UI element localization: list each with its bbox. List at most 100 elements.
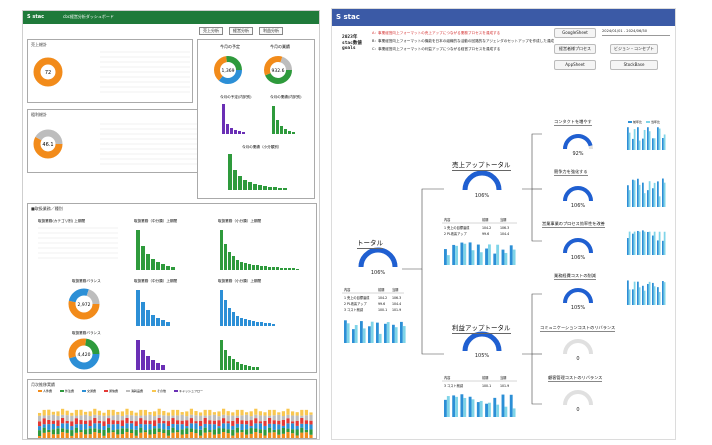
stack-bar-53-4 — [281, 416, 285, 420]
panel-sales-total: 売上総計 72 — [27, 39, 193, 103]
stack-bar-19-1 — [125, 428, 129, 433]
stack-bar-3-3 — [51, 420, 55, 424]
stack-bar-52-0 — [277, 434, 281, 438]
node-process-eff-title: 営業事業のプロセス効率性を改善 — [542, 221, 605, 228]
stack-bar-22-5 — [139, 409, 143, 416]
stack-bar-40-0 — [222, 432, 226, 438]
stack-bar-41-2 — [226, 423, 230, 430]
stack-bar-29-3 — [171, 418, 175, 424]
svg-text:1 売上の目標達成: 1 売上の目標達成 — [444, 225, 470, 230]
mini-bar-4-2-a — [637, 178, 639, 207]
stack-bar-24-3 — [148, 420, 152, 425]
stock-base-button[interactable]: StockBase — [610, 60, 658, 70]
stack-bar-12-2 — [93, 423, 97, 429]
stack-bar-7-5 — [70, 412, 74, 416]
stack-bar-6-1 — [65, 429, 69, 433]
stack-bar-27-1 — [162, 429, 166, 434]
stack-bar-23-1 — [143, 430, 147, 433]
tab-sales-analysis[interactable]: 売上分析 — [199, 27, 223, 35]
tab-business-analysis[interactable]: 経営分析 — [229, 27, 253, 35]
stack-bar-56-4 — [295, 415, 299, 421]
stack-bar-5-5 — [61, 408, 65, 415]
stack-bar-18-0 — [120, 434, 124, 438]
stack-bar-25-4 — [153, 416, 157, 421]
date-range-value: 2024/01/01 - 2024/06/30 — [602, 29, 648, 33]
stack-bar-48-2 — [258, 423, 262, 430]
stack-bar-9-5 — [79, 409, 83, 416]
stack-bar-10-4 — [84, 414, 88, 421]
stack-bar-31-2 — [180, 424, 184, 430]
panel-sales-total-title: 売上総計 — [31, 42, 47, 47]
stack-bar-12-3 — [93, 417, 97, 424]
node-total-pct: 106% — [370, 270, 386, 276]
tab-profit-analysis[interactable]: 利益分析 — [259, 27, 283, 35]
this-month-plan-title: 今月の予定 — [220, 43, 240, 49]
stack-bar-59-4 — [309, 414, 313, 421]
this-month-plan-value: 1,369 — [222, 68, 235, 74]
stack-bar-14-0 — [102, 435, 106, 438]
stack-bar-30-5 — [176, 409, 180, 416]
svg-text:外注費: 外注費 — [65, 388, 74, 393]
stack-bar-28-3 — [166, 421, 170, 426]
stack-bar-7-2 — [70, 426, 74, 431]
mini-bar-3-7-a — [662, 138, 664, 150]
process-button[interactable]: 経営者様プロセス — [554, 44, 596, 54]
stack-bar-25-2 — [153, 426, 157, 429]
mini-bar-6-0-b — [628, 289, 631, 305]
node-sales-title: 売上アップトータル — [452, 161, 511, 171]
mini-bar-3-4-b — [648, 131, 651, 150]
stack-bar-11-4 — [88, 415, 92, 421]
vision-button[interactable]: ビジョン・コンセプト — [610, 44, 658, 54]
stack-bar-5-2 — [61, 423, 65, 429]
biz-category-title: 取扱業務(カテゴリ別) 上期間 — [38, 218, 85, 223]
stack-bar-17-4 — [116, 414, 120, 421]
stack-bar-18-1 — [120, 428, 124, 435]
mini-bar-0-1-a — [352, 329, 355, 343]
node-cost-title: 業務経費コストの削減 — [554, 273, 596, 280]
stack-bar-40-2 — [222, 423, 226, 429]
gauge-contact-fill — [563, 134, 593, 150]
stack-bar-41-5 — [226, 411, 230, 416]
node-cost-pct: 105% — [570, 305, 586, 311]
stack-bar-2-2 — [47, 424, 51, 430]
stack-bar-1-5 — [42, 409, 46, 416]
gross-profit-donut: 46.1 — [33, 123, 210, 165]
stack-bar-53-5 — [281, 411, 285, 417]
stack-bar-18-4 — [120, 415, 124, 421]
stack-bar-44-0 — [240, 432, 244, 438]
panel-monthly-trend: 月次推移実績 人件費 外注費 交通費 通信費 消耗品費 その他 キャッシュフロー — [27, 379, 317, 439]
stack-bar-0-1 — [38, 430, 42, 436]
biz-small-bars-blue — [220, 290, 275, 326]
svg-text:104.2: 104.2 — [482, 226, 491, 230]
stack-bar-2-3 — [47, 419, 51, 425]
stack-bar-55-1 — [291, 429, 295, 434]
svg-text:101.9: 101.9 — [500, 384, 509, 388]
mini-bar-2-5-b — [487, 402, 491, 417]
mini-bar-0-6-b — [394, 327, 398, 343]
stack-bar-8-5 — [74, 409, 78, 416]
stack-bar-42-2 — [231, 425, 235, 430]
stack-bar-40-4 — [222, 414, 226, 419]
app-sheet-button[interactable]: AppSheet — [554, 60, 596, 70]
mini-bar-1-0-b — [446, 255, 450, 265]
stack-bar-23-3 — [143, 420, 147, 425]
stack-bar-2-5 — [47, 409, 51, 416]
stack-bar-43-4 — [235, 415, 239, 418]
svg-text:1 売上の目標達成: 1 売上の目標達成 — [344, 295, 370, 300]
stack-bar-13-2 — [97, 423, 101, 430]
stack-bar-20-4 — [130, 415, 134, 421]
stack-bar-13-5 — [97, 410, 101, 416]
svg-text:99.6: 99.6 — [482, 232, 489, 236]
node-contact-pct: 92% — [572, 151, 584, 157]
mini-bar-4-4-b — [648, 181, 651, 207]
stack-bar-43-1 — [235, 427, 239, 433]
stack-bar-19-0 — [125, 432, 129, 438]
stack-bar-25-3 — [153, 420, 157, 427]
google-sheet-button[interactable]: GoogleSheet — [554, 28, 596, 38]
stack-bar-36-5 — [203, 409, 207, 416]
stack-bar-24-5 — [148, 411, 152, 415]
stack-bar-35-2 — [199, 425, 203, 430]
mini-bar-6-6-b — [658, 291, 661, 305]
date-range-select[interactable]: 2024/01/01 - 2024/06/30 — [602, 27, 670, 36]
stack-bar-53-2 — [281, 425, 285, 429]
